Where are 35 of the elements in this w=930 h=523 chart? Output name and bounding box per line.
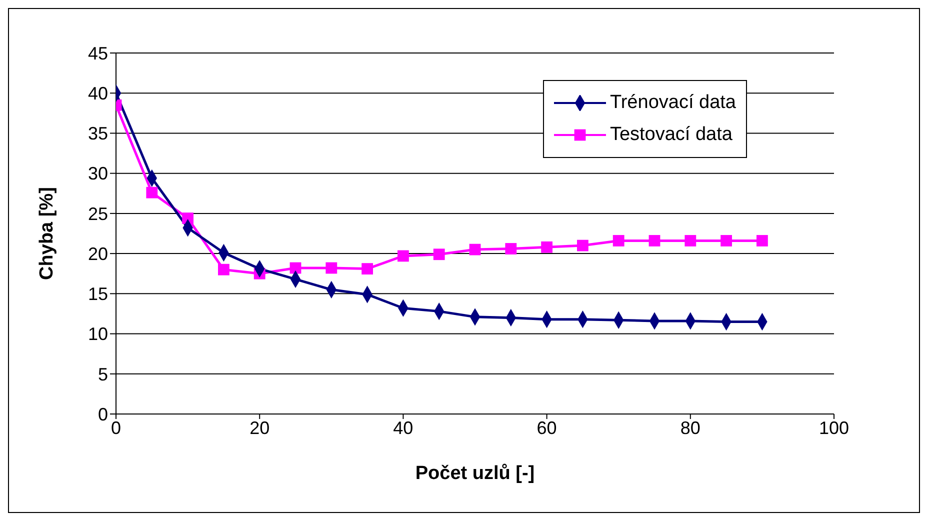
x-tick-label: 20 [250,418,270,438]
x-tick-label: 80 [680,418,700,438]
x-tick-label: 40 [393,418,414,438]
y-axis-title: Chyba [%] [36,187,58,280]
legend-label: Trénovací data [610,91,736,115]
y-tick-label: 30 [88,164,108,184]
x-tick-label: 60 [536,418,557,438]
point [218,264,230,276]
point [756,235,768,246]
y-tick-label: 0 [98,404,108,424]
x-tick-label: 0 [110,418,122,438]
point [720,235,732,246]
point [469,244,481,256]
point [541,241,552,253]
point [362,263,373,274]
y-tick-label: 40 [88,84,108,104]
y-tick-label: 35 [88,124,108,144]
point [398,250,409,262]
point [648,235,660,246]
point [612,235,624,246]
point [326,262,338,274]
x-tick-label: 100 [818,418,850,438]
legend-label: Testovací data [610,123,732,147]
y-tick-label: 25 [88,204,108,224]
point [433,248,445,260]
point [505,243,517,254]
point [684,235,696,246]
y-tick-label: 45 [88,43,108,64]
y-tick-label: 5 [98,364,108,384]
y-tick-label: 20 [88,244,108,264]
y-tick-label: 15 [88,284,108,304]
point [146,186,158,198]
y-tick-label: 10 [88,324,108,344]
point [577,240,588,252]
x-axis-title: Počet uzlů [-] [415,463,535,484]
